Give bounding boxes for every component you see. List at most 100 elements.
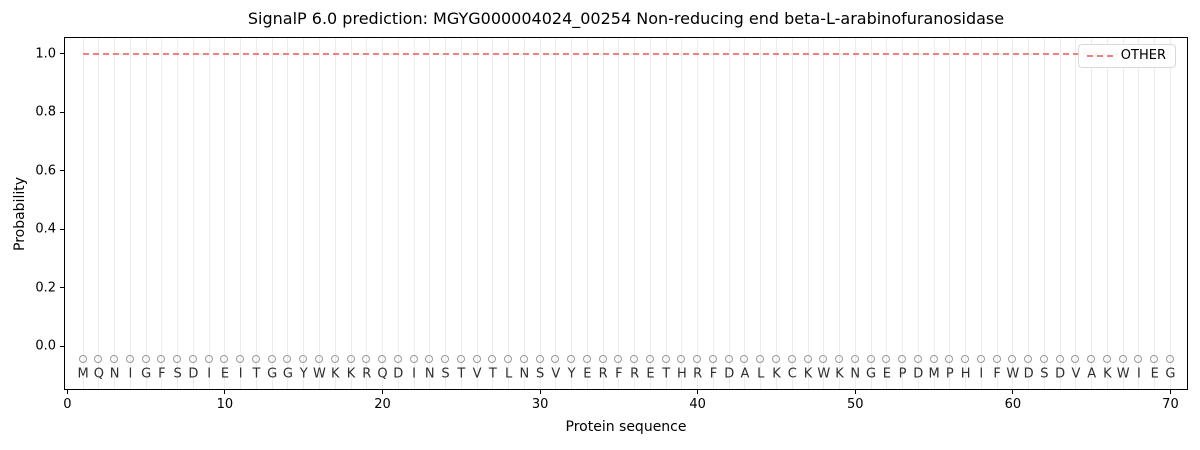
residue-gridline: [539, 38, 541, 389]
y-tick-mark: [60, 170, 64, 172]
x-tick-label: 10: [216, 397, 234, 412]
residue-letter: D: [188, 366, 199, 382]
residue-letter: K: [835, 366, 844, 382]
residue-gridline: [870, 38, 872, 389]
residue-letter: D: [393, 366, 404, 382]
residue-letter: I: [412, 366, 416, 382]
residue-marker-circle: [614, 354, 623, 363]
residue-marker-circle: [409, 354, 418, 363]
residue-letter: W: [1116, 366, 1130, 382]
residue-letter: G: [267, 366, 278, 382]
residue-marker-circle: [787, 354, 796, 363]
residue-gridline: [697, 38, 699, 389]
residue-marker-circle: [362, 354, 371, 363]
legend: OTHER: [1077, 44, 1176, 68]
x-tick-mark: [854, 390, 856, 394]
residue-gridline: [586, 38, 588, 389]
y-axis-label: Probability: [12, 176, 28, 252]
residue-gridline: [1169, 38, 1171, 389]
residue-marker-circle: [803, 354, 812, 363]
residue-marker-circle: [961, 354, 970, 363]
residue-gridline: [334, 38, 336, 389]
residue-marker-circle: [582, 354, 591, 363]
residue-letter: P: [898, 366, 907, 382]
residue-letter: S: [441, 366, 450, 382]
x-tick-mark: [1012, 390, 1014, 394]
residue-marker-circle: [898, 354, 907, 363]
residue-gridline: [255, 38, 257, 389]
residue-gridline: [224, 38, 226, 389]
residue-gridline: [1043, 38, 1045, 389]
y-tick-mark: [60, 53, 64, 55]
residue-marker-circle: [535, 354, 544, 363]
residue-letter: N: [109, 366, 120, 382]
residue-gridline: [445, 38, 447, 389]
residue-letter: V: [1071, 366, 1081, 382]
residue-gridline: [839, 38, 841, 389]
residue-gridline: [917, 38, 919, 389]
residue-marker-circle: [204, 354, 213, 363]
x-tick-mark: [382, 390, 384, 394]
y-tick-label: 0.0: [35, 338, 56, 354]
residue-gridline: [996, 38, 998, 389]
residue-letter: K: [803, 366, 813, 382]
x-tick-mark: [539, 390, 541, 394]
residue-letter: I: [979, 366, 984, 382]
residue-letter: E: [882, 366, 891, 382]
residue-marker-circle: [1118, 354, 1127, 363]
x-axis-label: Protein sequence: [565, 419, 687, 435]
residue-marker-circle: [819, 354, 828, 363]
residue-gridline: [114, 38, 116, 389]
residue-letter: N: [850, 366, 861, 382]
residue-gridline: [318, 38, 320, 389]
residue-marker-circle: [220, 354, 229, 363]
residue-letter: F: [615, 366, 623, 382]
residue-marker-circle: [110, 354, 119, 363]
residue-marker-circle: [1024, 354, 1033, 363]
residue-gridline: [523, 38, 525, 389]
residue-letter: N: [519, 366, 530, 382]
residue-marker-circle: [94, 354, 103, 363]
residue-letter: Y: [567, 366, 576, 382]
residue-marker-circle: [78, 354, 87, 363]
residue-gridline: [129, 38, 131, 389]
series-line-other: [83, 52, 1171, 55]
residue-gridline: [508, 38, 510, 389]
residue-marker-circle: [378, 354, 387, 363]
residue-marker-circle: [551, 354, 560, 363]
residue-gridline: [775, 38, 777, 389]
y-tick-mark: [60, 111, 64, 113]
residue-marker-circle: [472, 354, 481, 363]
residue-marker-circle: [425, 354, 434, 363]
residue-letter: S: [1040, 366, 1049, 382]
residue-letter: L: [757, 366, 765, 382]
residue-gridline: [1091, 38, 1093, 389]
residue-letter: Q: [93, 366, 104, 382]
residue-letter: D: [1023, 366, 1034, 382]
residue-marker-circle: [236, 354, 245, 363]
residue-marker-circle: [866, 354, 875, 363]
residue-gridline: [177, 38, 179, 389]
residue-gridline: [807, 38, 809, 389]
x-tick-label: 40: [689, 397, 706, 412]
residue-letter: V: [551, 366, 561, 382]
x-tick-mark: [224, 390, 226, 394]
residue-marker-circle: [771, 354, 780, 363]
residue-letter: I: [128, 366, 133, 382]
residue-marker-circle: [1150, 354, 1159, 363]
residue-gridline: [1122, 38, 1124, 389]
residue-gridline: [303, 38, 305, 389]
residue-gridline: [82, 38, 84, 389]
residue-letter: E: [583, 366, 592, 382]
y-tick-label: 0.2: [35, 280, 56, 296]
residue-gridline: [902, 38, 904, 389]
residue-marker-circle: [1087, 354, 1096, 363]
residue-letter: K: [346, 366, 356, 382]
residue-marker-circle: [346, 354, 355, 363]
residue-letter: F: [993, 366, 1001, 382]
residue-gridline: [1012, 38, 1014, 389]
residue-gridline: [460, 38, 462, 389]
y-tick-mark: [60, 228, 64, 230]
residue-letter: Q: [377, 366, 388, 382]
residue-marker-circle: [693, 354, 702, 363]
